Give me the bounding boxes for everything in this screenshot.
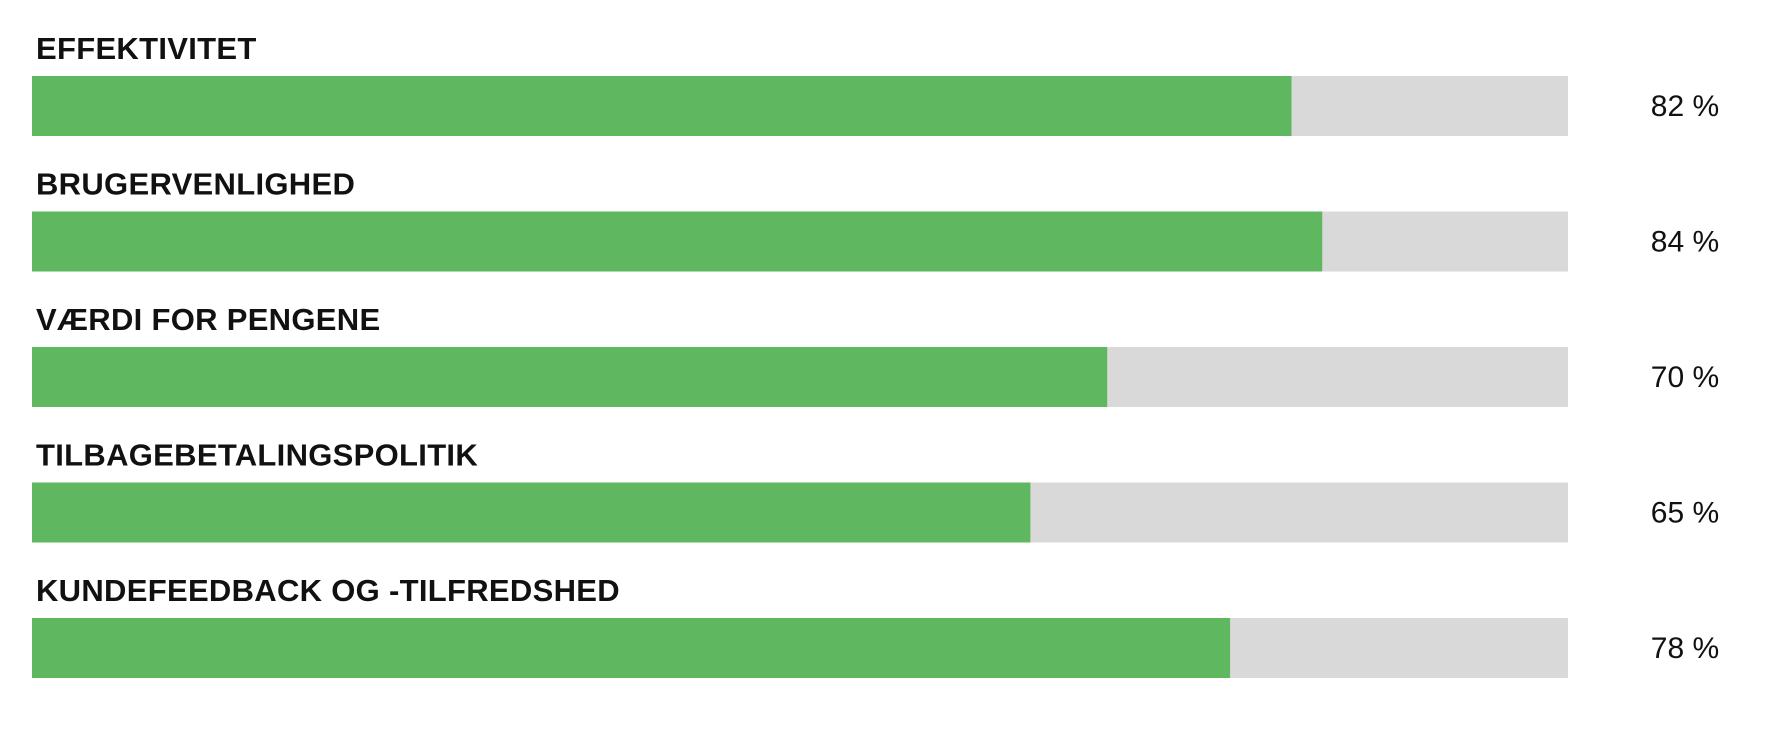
value-label: 82 % <box>1651 90 1719 123</box>
category-label: EFFEKTIVITET <box>36 31 257 66</box>
bar <box>32 618 1231 678</box>
bar <box>32 76 1292 136</box>
value-label: 65 % <box>1651 496 1719 529</box>
category-label: KUNDEFEEDBACK OG -TILFREDSHED <box>36 573 620 608</box>
category-label: BRUGERVENLIGHED <box>36 167 355 202</box>
bar <box>32 211 1323 272</box>
category-label: VÆRDI FOR PENGENE <box>36 302 380 337</box>
bar <box>32 482 1031 543</box>
value-label: 84 % <box>1651 225 1719 258</box>
category-label: TILBAGEBETALINGSPOLITIK <box>36 438 478 473</box>
value-label: 78 % <box>1651 632 1719 665</box>
bar <box>32 347 1108 407</box>
value-label: 70 % <box>1651 361 1719 394</box>
